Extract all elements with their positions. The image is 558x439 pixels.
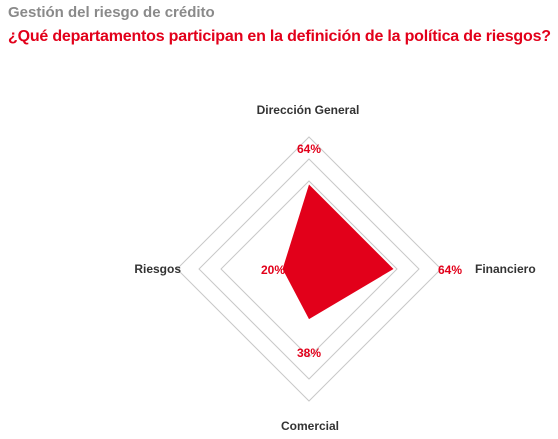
value-label-2: 64% (438, 263, 462, 277)
axis-labels: Dirección General Financiero Comercial Ries… (134, 103, 535, 433)
axis-label-1: Dirección General (257, 103, 360, 117)
value-labels: 64% 64% 38% 20% (261, 142, 462, 360)
axis-label-4: Riesgos (134, 262, 181, 276)
data-polygon (282, 184, 394, 320)
radar-grid (176, 136, 442, 402)
grid-ring-3 (176, 136, 442, 402)
value-label-4: 20% (261, 263, 285, 277)
axis-label-3: Comercial (281, 419, 339, 433)
grid-ring-2 (198, 158, 420, 380)
grid-ring-1 (220, 180, 398, 358)
axis-label-2: Financiero (475, 262, 536, 276)
value-label-3: 38% (297, 346, 321, 360)
chart-subtitle: Gestión del riesgo de crédito (8, 4, 215, 21)
value-label-1: 64% (297, 142, 321, 156)
chart-title: ¿Qué departamentos participan en la defi… (8, 28, 551, 45)
